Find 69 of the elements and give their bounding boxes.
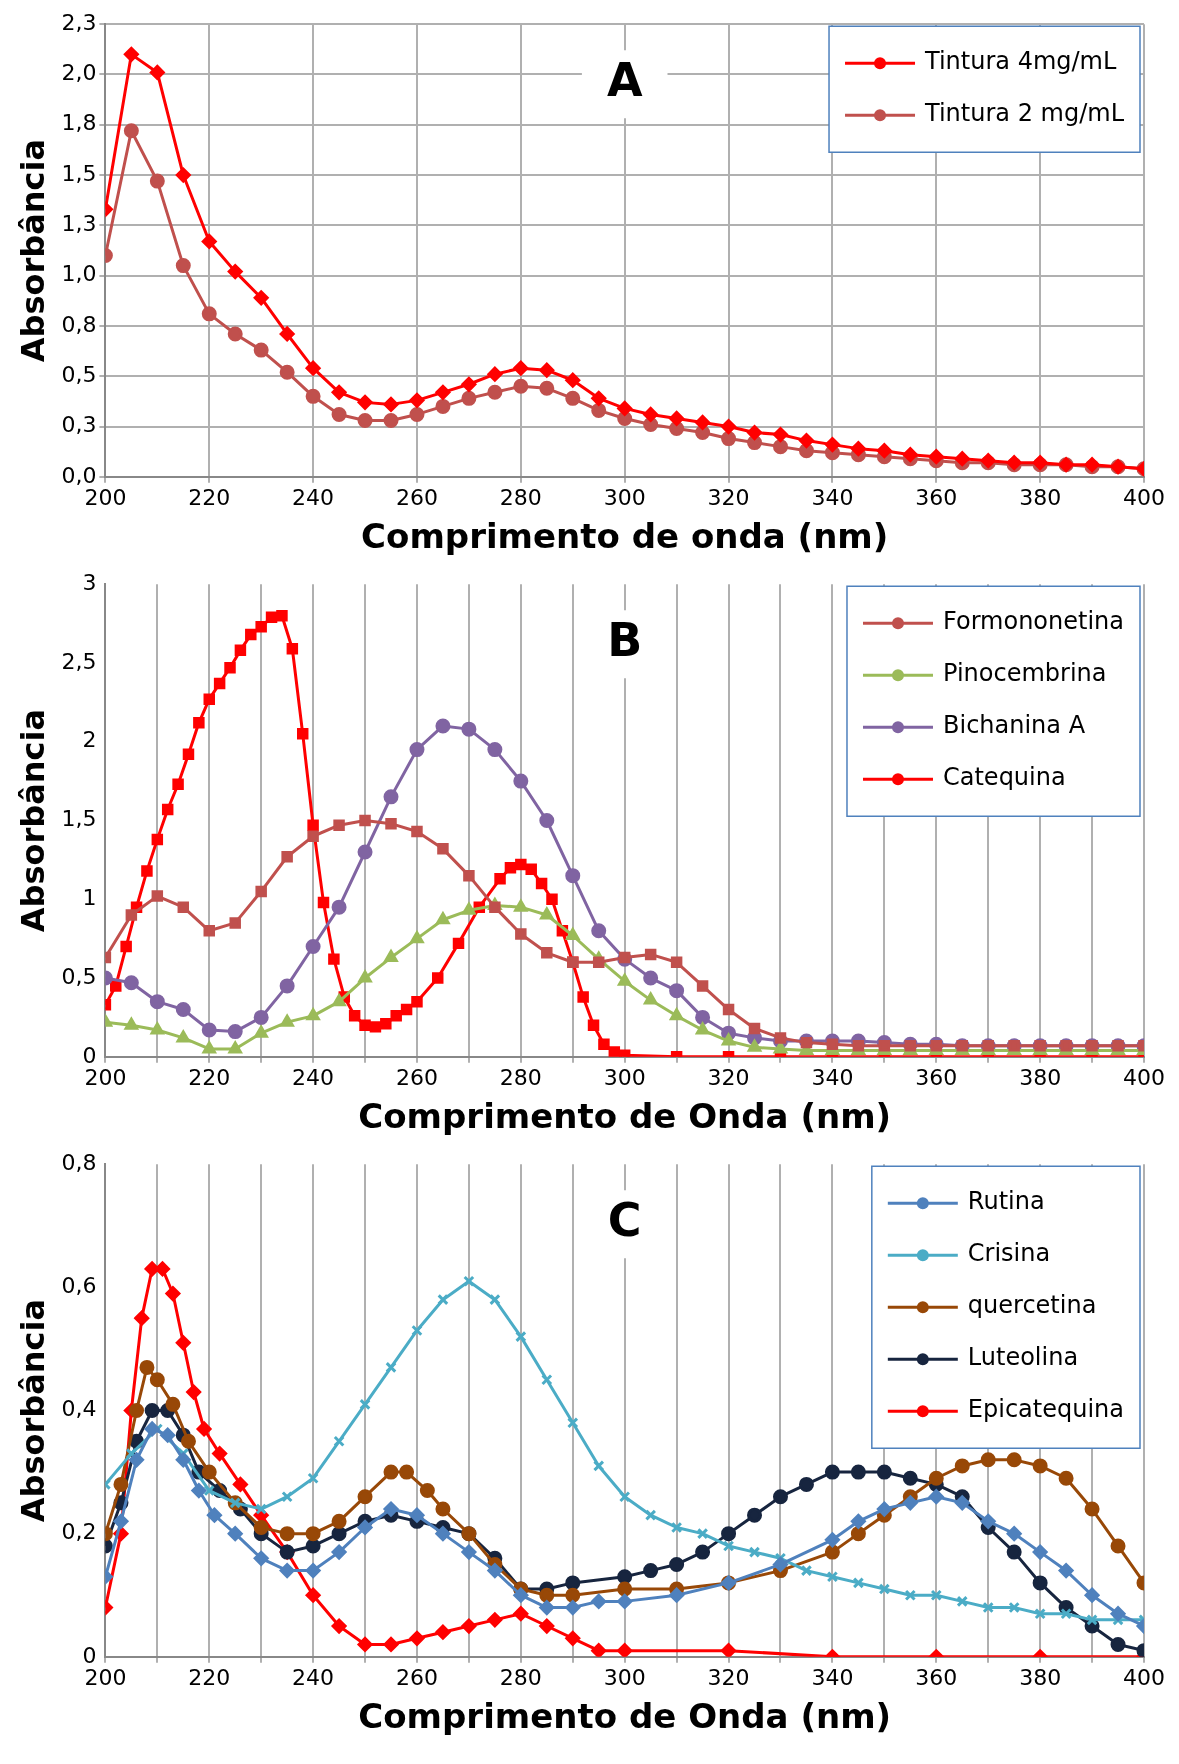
y-tick-label: 3 xyxy=(82,569,97,595)
y-tick-label: 1,8 xyxy=(61,110,97,136)
y-tick-label: 1,0 xyxy=(61,261,97,287)
x-tick-label: 240 xyxy=(292,484,335,510)
x-tick-label: 300 xyxy=(603,1064,646,1090)
legend-label: Epicatequina xyxy=(967,1395,1125,1424)
x-tick-label: 400 xyxy=(1123,484,1165,510)
x-tick-label: 400 xyxy=(1123,1664,1165,1690)
y-tick-label: 0,3 xyxy=(61,412,97,438)
x-tick-label: 380 xyxy=(1019,484,1062,510)
y-tick-label: 0,6 xyxy=(61,1273,97,1299)
y-axis-title: Absorbância xyxy=(13,138,52,363)
x-tick-label: 320 xyxy=(707,1064,750,1090)
x-tick-label: 280 xyxy=(499,484,542,510)
y-tick-label: 1,5 xyxy=(61,806,97,832)
y-tick-label: 1 xyxy=(82,884,97,910)
legend-label: Bichanina A xyxy=(942,711,1086,740)
y-tick-label: 2,0 xyxy=(61,60,97,86)
x-axis-title: Comprimento de onda (nm) xyxy=(361,516,889,557)
legend-label: Formononetina xyxy=(942,607,1125,636)
legend-label: Tintura 2 mg/mL xyxy=(924,99,1125,128)
y-axis-title: Absorbância xyxy=(13,708,52,933)
annotation: B xyxy=(607,613,643,668)
x-tick-label: 280 xyxy=(499,1664,542,1690)
y-tick-label: 0,5 xyxy=(61,963,97,989)
y-tick-label: 2 xyxy=(82,727,97,753)
y-tick-label: 2,5 xyxy=(61,648,97,674)
x-axis-title: Comprimento de Onda (nm) xyxy=(358,1096,892,1137)
x-tick-label: 240 xyxy=(292,1064,335,1090)
y-tick-label: 1,3 xyxy=(61,211,97,237)
x-tick-label: 360 xyxy=(915,1064,958,1090)
x-tick-label: 340 xyxy=(811,484,854,510)
x-tick-label: 220 xyxy=(188,1064,231,1090)
y-tick-label: 1,5 xyxy=(61,160,97,186)
y-tick-label: 0,4 xyxy=(61,1396,97,1422)
y-tick-label: 0,8 xyxy=(61,311,97,337)
x-tick-label: 360 xyxy=(915,1664,958,1690)
annotation: A xyxy=(606,53,643,108)
x-tick-label: 260 xyxy=(395,1064,438,1090)
y-tick-label: 0,2 xyxy=(61,1519,97,1545)
x-tick-label: 360 xyxy=(915,484,958,510)
x-tick-label: 220 xyxy=(188,1664,231,1690)
x-tick-label: 260 xyxy=(395,484,438,510)
x-tick-label: 300 xyxy=(603,484,646,510)
x-tick-label: 380 xyxy=(1019,1664,1062,1690)
legend-label: Rutina xyxy=(967,1187,1045,1216)
y-axis-title: Absorbância xyxy=(13,1298,52,1523)
x-tick-label: 400 xyxy=(1123,1064,1165,1090)
legend-label: Luteolina xyxy=(967,1343,1079,1372)
x-tick-label: 340 xyxy=(811,1064,854,1090)
x-tick-label: 320 xyxy=(707,484,750,510)
x-tick-label: 280 xyxy=(499,1064,542,1090)
x-tick-label: 340 xyxy=(811,1664,854,1690)
legend-label: Catequina xyxy=(942,763,1066,792)
x-tick-label: 240 xyxy=(292,1664,335,1690)
x-tick-label: 220 xyxy=(188,484,231,510)
x-tick-label: 380 xyxy=(1019,1064,1062,1090)
x-tick-label: 320 xyxy=(707,1664,750,1690)
y-tick-label: 0,8 xyxy=(61,1149,97,1175)
legend-label: Tintura 4mg/mL xyxy=(924,47,1117,76)
x-tick-label: 260 xyxy=(395,1664,438,1690)
x-axis-title: Comprimento de Onda (nm) xyxy=(358,1696,892,1737)
legend-label: Pinocembrina xyxy=(942,659,1107,688)
legend-label: Crisina xyxy=(967,1239,1051,1268)
x-tick-label: 300 xyxy=(603,1664,646,1690)
legend-label: quercetina xyxy=(967,1291,1097,1320)
annotation: C xyxy=(607,1193,642,1248)
y-tick-label: 0,5 xyxy=(61,361,97,387)
y-tick-label: 2,3 xyxy=(61,9,97,35)
